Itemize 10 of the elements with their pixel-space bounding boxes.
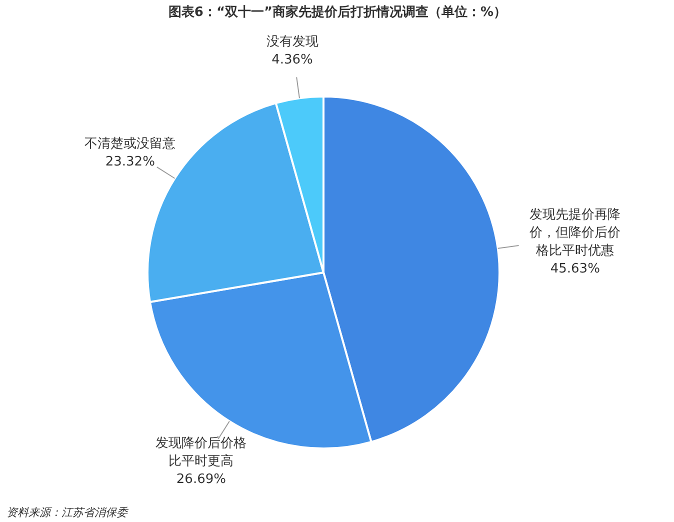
- data-label: 23.32%: [105, 154, 155, 170]
- text: 资料来源：江苏省消保委: [6, 506, 130, 519]
- slice-label: 没有发现: [266, 34, 318, 50]
- data-label: 4.36%: [272, 52, 313, 68]
- slice-label: 不清楚或没留意: [84, 136, 176, 152]
- data-label: 26.69%: [176, 472, 226, 487]
- data-label: 45.63%: [550, 261, 600, 276]
- slice-label: 发现先提价再降价，但降价后价格比平时优惠: [528, 207, 621, 258]
- chart-title: 图表6：“双十一”商家先提价后打折情况调查（单位：%）: [168, 4, 507, 20]
- slice-label: 发现降价后价格比平时更高: [156, 436, 247, 469]
